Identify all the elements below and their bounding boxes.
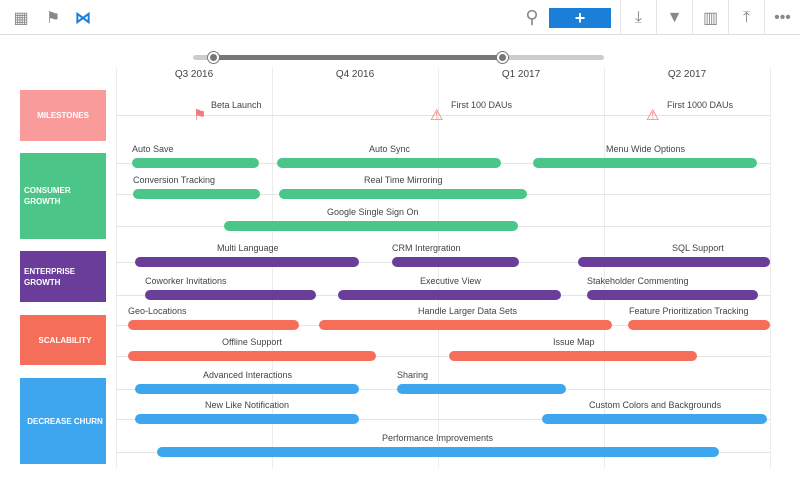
bar-label: Performance Improvements xyxy=(382,433,494,443)
roadmap-bar[interactable] xyxy=(397,384,566,394)
roadmap-bar[interactable] xyxy=(449,351,697,361)
roadmap-bar[interactable] xyxy=(132,158,259,168)
roadmap-bar[interactable] xyxy=(277,158,501,168)
more-icon[interactable]: ••• xyxy=(764,0,800,35)
roadmap-bar[interactable] xyxy=(133,189,260,199)
roadmap-bar[interactable] xyxy=(578,257,770,267)
flag-icon[interactable]: ⚑ xyxy=(193,107,207,124)
roadmap-bar[interactable] xyxy=(533,158,757,168)
bar-label: Sharing xyxy=(397,370,429,380)
slider-range xyxy=(213,55,503,60)
roadmap-bar[interactable] xyxy=(157,447,719,457)
swimlane-icon[interactable]: ⋈ xyxy=(75,9,91,27)
roadmap-bar[interactable] xyxy=(128,320,299,330)
bar-label: SQL Support xyxy=(672,243,724,253)
roadmap-bar[interactable] xyxy=(319,320,612,330)
grid-icon[interactable]: ▦ xyxy=(13,9,29,27)
slider-end-handle[interactable] xyxy=(497,52,508,63)
bar-label: Coworker Invitations xyxy=(145,276,227,286)
slider-start-handle[interactable] xyxy=(208,52,219,63)
warning-icon[interactable]: ⚠ xyxy=(430,107,444,124)
flag-icon[interactable]: ⚑ xyxy=(45,9,61,27)
roadmap-bar[interactable] xyxy=(135,384,359,394)
timeline-range-slider[interactable] xyxy=(193,52,604,63)
bar-label: Auto Save xyxy=(132,144,174,154)
milestone-label: First 1000 DAUs xyxy=(667,100,734,110)
warning-icon[interactable]: ⚠ xyxy=(646,107,660,124)
roadmap-bar[interactable] xyxy=(135,257,359,267)
toolbar: ▦ ⚑ ⋈ ⚲ + ⤓ ▼ ▥ ⤒ ••• xyxy=(0,0,800,35)
quarter-divider xyxy=(438,68,439,468)
category-enterprise[interactable]: ENTERPRISE GROWTH xyxy=(20,251,106,302)
bar-label: Menu Wide Options xyxy=(606,144,686,154)
category-consumer[interactable]: CONSUMER GROWTH xyxy=(20,153,106,239)
quarter-divider xyxy=(770,68,771,468)
quarter-label: Q4 2016 xyxy=(335,69,375,80)
quarter-label: Q1 2017 xyxy=(501,69,541,80)
roadmap-bar[interactable] xyxy=(587,290,758,300)
upload-icon[interactable]: ⤒ xyxy=(728,0,764,35)
quarter-label: Q3 2016 xyxy=(174,69,214,80)
bar-label: New Like Notification xyxy=(205,400,290,410)
add-button[interactable]: + xyxy=(549,8,611,28)
row-line xyxy=(116,419,770,420)
bar-label: Geo-Locations xyxy=(128,306,187,316)
bar-label: Multi Language xyxy=(217,243,279,253)
roadmap-bar[interactable] xyxy=(542,414,767,424)
bar-label: Stakeholder Commenting xyxy=(587,276,689,286)
bar-label: Custom Colors and Backgrounds xyxy=(589,400,722,410)
category-milestones[interactable]: MILESTONES xyxy=(20,90,106,141)
milestone-label: First 100 DAUs xyxy=(451,100,513,110)
milestone-label: Beta Launch xyxy=(211,100,262,110)
bar-label: Google Single Sign On xyxy=(327,207,419,217)
bar-label: Issue Map xyxy=(553,337,595,347)
download-icon[interactable]: ⤓ xyxy=(620,0,656,35)
quarter-divider xyxy=(604,68,605,468)
roadmap-bar[interactable] xyxy=(128,351,376,361)
search-icon[interactable]: ⚲ xyxy=(525,7,539,27)
roadmap-bar[interactable] xyxy=(135,414,359,424)
bar-label: Auto Sync xyxy=(369,144,411,154)
bar-label: Feature Prioritization Tracking xyxy=(629,306,749,316)
row-line xyxy=(116,356,770,357)
bar-label: Executive View xyxy=(420,276,481,286)
bar-label: Advanced Interactions xyxy=(203,370,293,380)
roadmap-bar[interactable] xyxy=(392,257,519,267)
category-churn[interactable]: DECREASE CHURN xyxy=(20,378,106,464)
category-scalability[interactable]: SCALABILITY xyxy=(20,315,106,365)
quarter-label: Q2 2017 xyxy=(667,69,707,80)
roadmap-bar[interactable] xyxy=(145,290,316,300)
roadmap-bar[interactable] xyxy=(279,189,527,199)
quarter-divider xyxy=(116,68,117,468)
quarter-divider xyxy=(272,68,273,468)
layout-icon[interactable]: ▥ xyxy=(692,0,728,35)
roadmap-bar[interactable] xyxy=(338,290,561,300)
bar-label: CRM Intergration xyxy=(392,243,461,253)
row-line xyxy=(116,115,770,116)
bar-label: Conversion Tracking xyxy=(133,175,216,185)
bar-label: Real Time Mirroring xyxy=(364,175,443,185)
bar-label: Handle Larger Data Sets xyxy=(418,306,518,316)
filter-icon[interactable]: ▼ xyxy=(656,0,692,35)
roadmap-bar[interactable] xyxy=(224,221,518,231)
bar-label: Offline Support xyxy=(222,337,282,347)
roadmap-bar[interactable] xyxy=(628,320,770,330)
